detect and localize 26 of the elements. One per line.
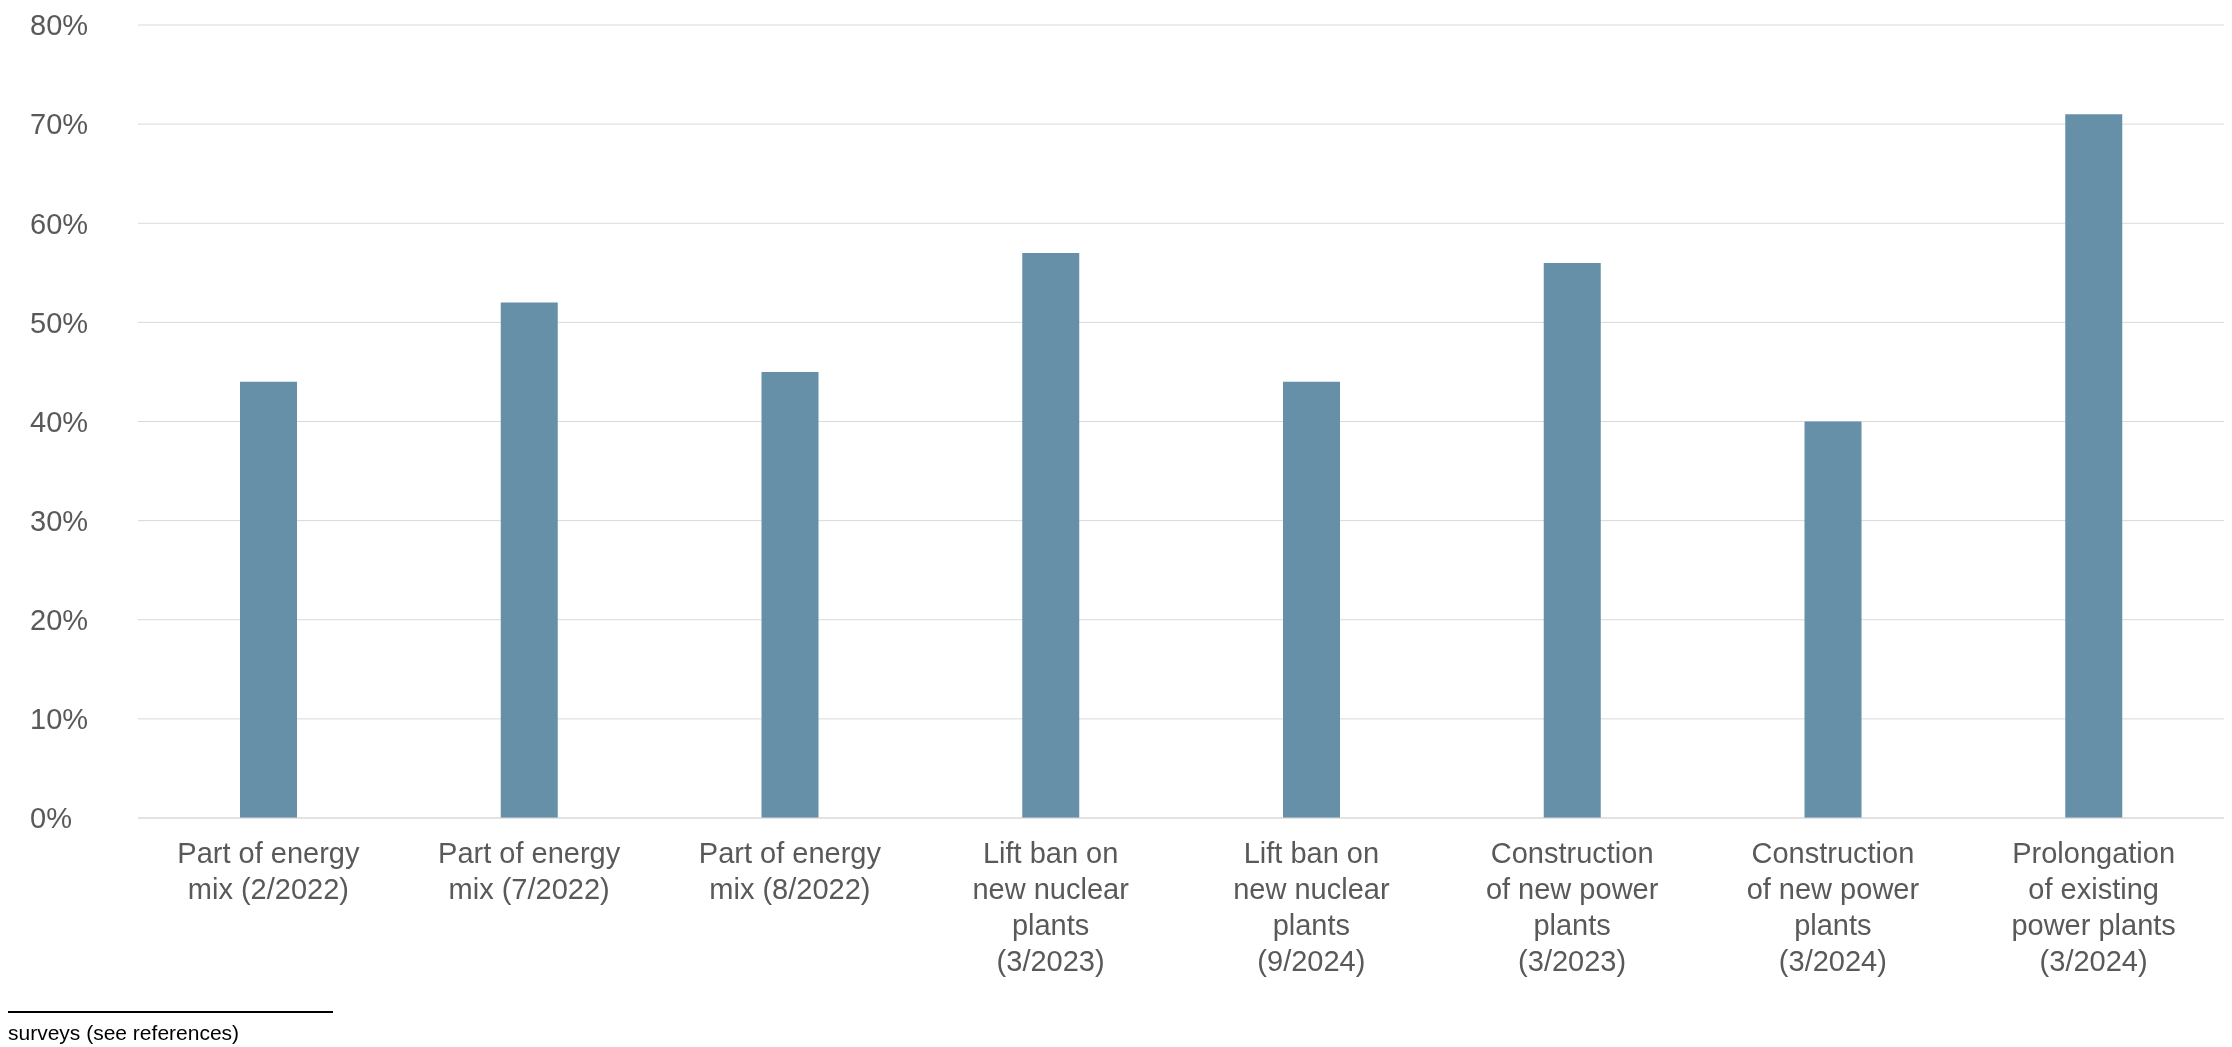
x-tick-label: Lift ban on new nuclear plants (9/2024) — [1233, 837, 1390, 977]
text: surveys (see references) — [8, 1021, 240, 1044]
bar — [1283, 381, 1340, 818]
bar — [1022, 252, 1080, 818]
x-tick-label: Part of energy mix (2/2022) — [177, 837, 360, 905]
y-tick-label: 10% — [30, 703, 89, 736]
x-tick-label: Part of energy mix (7/2022) — [438, 837, 621, 905]
x-tick-label: Part of energy mix (8/2022) — [698, 837, 882, 905]
y-tick-label: 50% — [30, 306, 89, 339]
x-tick-label: Construction of new power plants (3/2024) — [1746, 837, 1920, 977]
y-tick-label: 30% — [30, 504, 89, 537]
bar — [1804, 421, 1862, 818]
bar — [761, 371, 819, 818]
bar — [1543, 262, 1601, 818]
y-tick-label: 0% — [30, 802, 72, 835]
bar — [240, 381, 297, 818]
bar — [500, 302, 558, 818]
y-tick-label: 20% — [30, 604, 89, 637]
y-tick-label: 80% — [30, 9, 89, 42]
y-tick-label: 40% — [30, 405, 89, 438]
x-tick-label: Lift ban on new nuclear plants (3/2023) — [972, 837, 1130, 977]
y-tick-label: 60% — [30, 207, 89, 240]
bar — [2065, 114, 2123, 818]
x-tick-label: Prolongation of existing power plants (3/2024) — [2011, 837, 2176, 977]
x-tick-label: Construction of new power plants (3/2023) — [1485, 837, 1659, 977]
y-tick-label: 70% — [30, 108, 89, 141]
